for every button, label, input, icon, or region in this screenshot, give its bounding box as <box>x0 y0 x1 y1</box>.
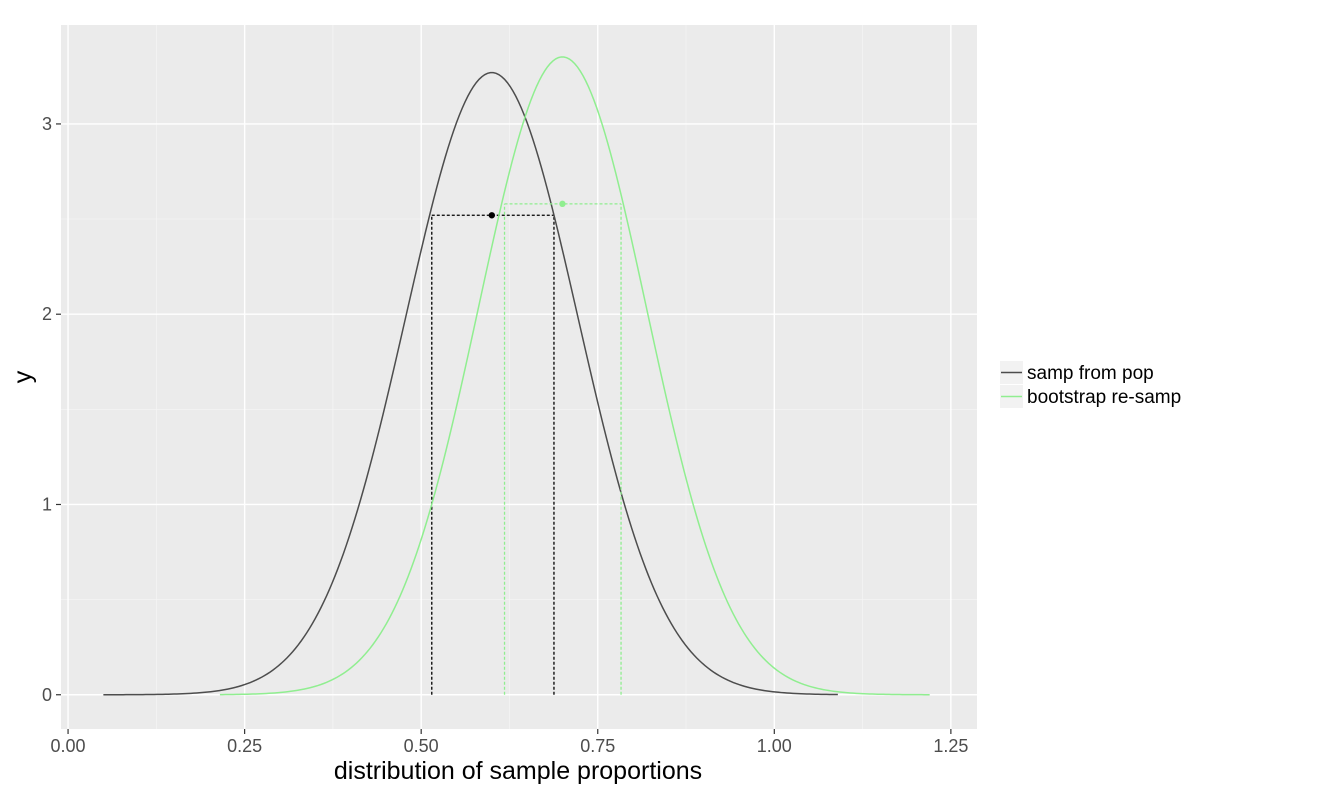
grid-lines <box>61 25 977 729</box>
series-1 <box>103 71 838 696</box>
density-curve <box>103 71 838 696</box>
y-tick-label: 1 <box>42 494 52 514</box>
y-tick-label: 2 <box>42 304 52 324</box>
x-tick-label: 0.50 <box>404 736 439 756</box>
x-tick-label: 1.00 <box>757 736 792 756</box>
legend-label: bootstrap re-samp <box>1027 387 1181 408</box>
plot-panel <box>61 25 977 729</box>
x-tick-label: 0.25 <box>227 736 262 756</box>
legend-label: samp from pop <box>1027 363 1154 384</box>
x-tick-label: 0.75 <box>580 736 615 756</box>
y-tick-label: 0 <box>42 685 52 705</box>
x-axis-title: distribution of sample proportions <box>334 757 702 785</box>
x-tick-label: 0.00 <box>51 736 86 756</box>
x-tick-label: 1.25 <box>933 736 968 756</box>
y-axis-title: y <box>9 370 37 383</box>
point-estimate <box>559 200 566 208</box>
legend: samp from pop bootstrap re-samp <box>1000 361 1181 408</box>
point-estimate <box>488 212 496 219</box>
chart-marks <box>103 56 930 696</box>
axes: 0.00 0.25 0.50 0.75 1.00 1.25 0 1 2 3 <box>42 114 968 756</box>
y-tick-label: 3 <box>42 114 52 134</box>
series-2 <box>219 56 930 696</box>
density-curve <box>219 56 930 696</box>
